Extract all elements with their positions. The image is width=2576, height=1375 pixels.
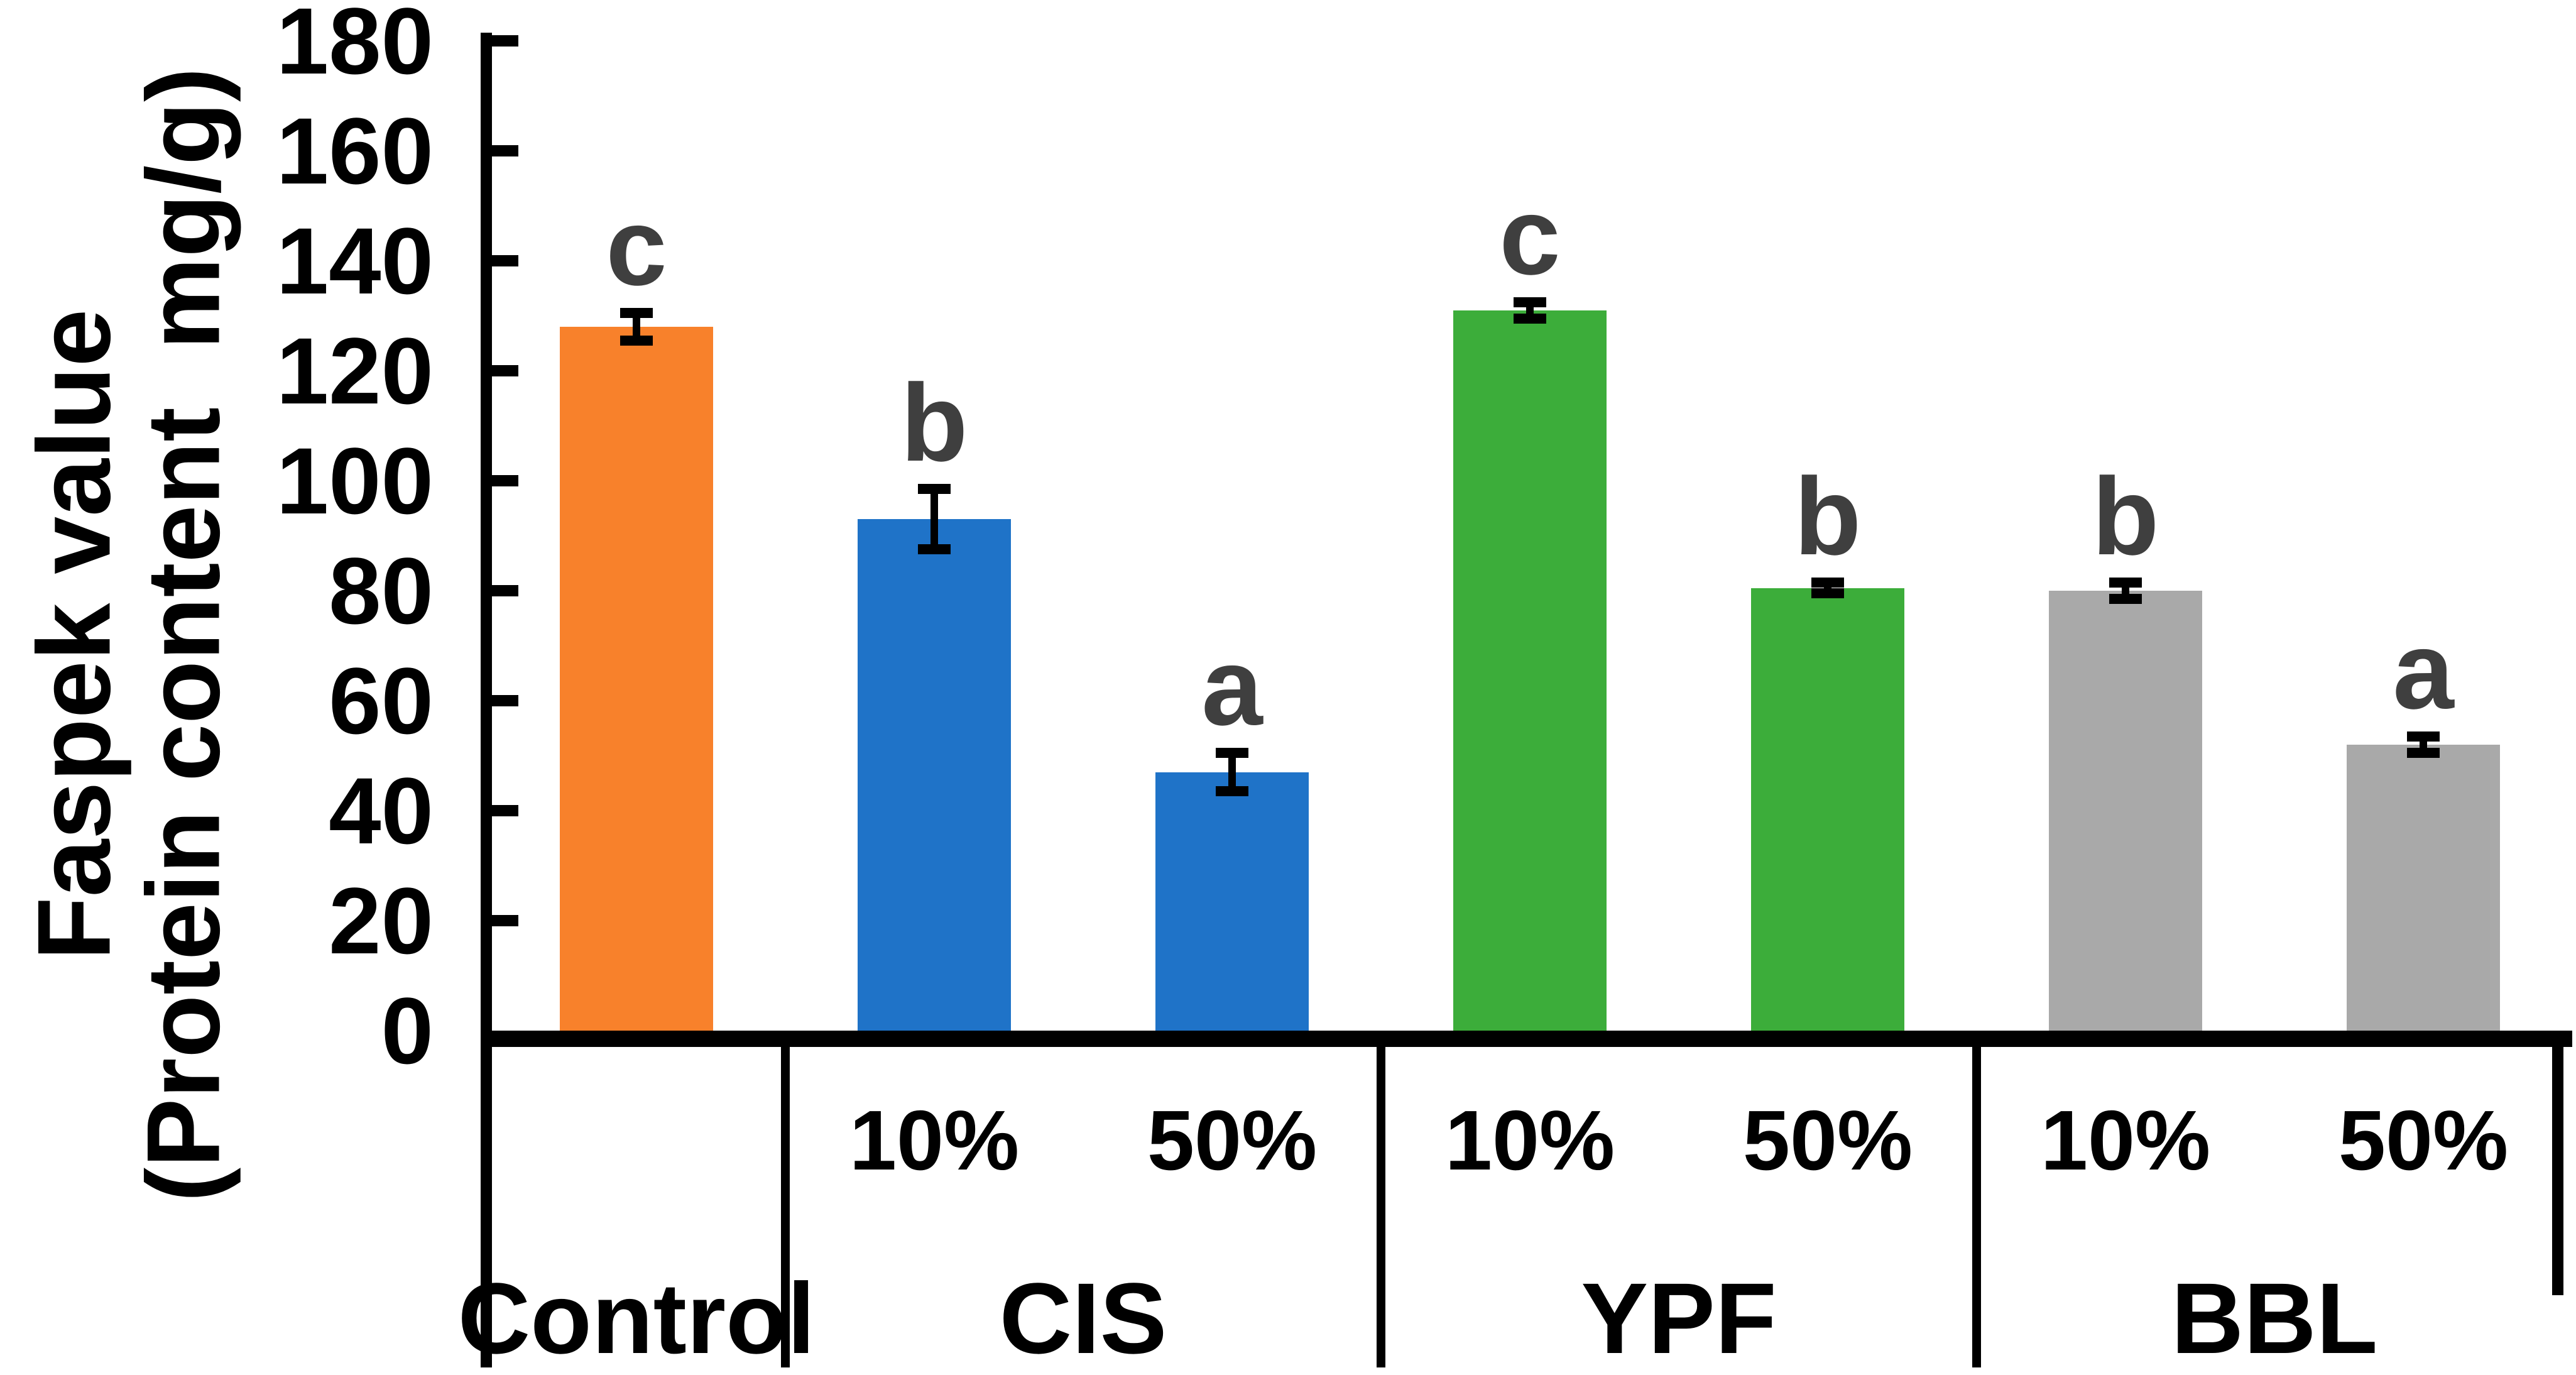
- significance-letter: c: [606, 186, 667, 309]
- y-axis-tick: [492, 145, 518, 156]
- group-label: YPF: [1581, 1262, 1777, 1374]
- y-axis-title-line1: Faspek value: [16, 309, 132, 961]
- y-tick-label: 100: [276, 428, 434, 534]
- y-tick-label: 120: [276, 318, 434, 424]
- significance-letter: a: [1201, 626, 1263, 749]
- error-bar-stem: [633, 313, 640, 341]
- concentration-label: 10%: [849, 1093, 1020, 1188]
- error-bar-cap-top: [2407, 731, 2440, 742]
- y-axis-line: [481, 33, 492, 1032]
- error-bar-cap-top: [2109, 577, 2142, 588]
- error-bar-cap-top: [620, 308, 653, 319]
- bar-cis-50: [1155, 772, 1309, 1031]
- error-bar-cap-bottom: [918, 544, 951, 555]
- bar-cis-10: [858, 519, 1011, 1031]
- category-divider: [781, 1047, 790, 1367]
- significance-letter: c: [1499, 175, 1561, 298]
- concentration-label: 50%: [2338, 1093, 2509, 1188]
- y-axis-tick: [492, 585, 518, 596]
- y-tick-label: 160: [276, 98, 434, 204]
- concentration-label: 10%: [1444, 1093, 1615, 1188]
- error-bar-cap-bottom: [2109, 594, 2142, 605]
- y-axis-tick: [492, 805, 518, 816]
- bar-bbl-10: [2049, 591, 2202, 1031]
- group-label: BBL: [2171, 1262, 2378, 1374]
- y-axis-tick: [492, 365, 518, 376]
- bar-control: [560, 327, 713, 1031]
- category-table-left-border: [481, 1047, 492, 1367]
- y-axis-tick: [492, 695, 518, 706]
- error-bar-cap-top: [1514, 297, 1546, 307]
- y-axis-tick: [492, 915, 518, 926]
- concentration-label: 10%: [2040, 1093, 2211, 1188]
- error-bar-stem: [1228, 753, 1236, 792]
- y-axis-tick: [492, 255, 518, 266]
- error-bar-cap-bottom: [1811, 588, 1844, 599]
- bar-bbl-50: [2347, 745, 2500, 1031]
- y-tick-label: 180: [276, 0, 434, 94]
- y-tick-label: 60: [329, 648, 434, 753]
- significance-letter: b: [900, 362, 968, 485]
- error-bar-cap-top: [1811, 577, 1844, 588]
- bar-ypf-50: [1751, 588, 1904, 1031]
- concentration-label: 50%: [1147, 1093, 1318, 1188]
- error-bar-cap-bottom: [1514, 313, 1546, 324]
- y-axis-tick: [492, 475, 518, 486]
- y-tick-label: 140: [276, 208, 434, 314]
- category-divider: [1972, 1047, 1981, 1367]
- concentration-label: 50%: [1742, 1093, 1913, 1188]
- error-bar-cap-bottom: [2407, 748, 2440, 759]
- y-axis-tick: [492, 35, 518, 47]
- y-tick-label: 80: [329, 538, 434, 644]
- significance-letter: a: [2393, 609, 2454, 732]
- x-axis-line: [481, 1031, 2572, 1047]
- error-bar-cap-bottom: [620, 335, 653, 346]
- error-bar-stem: [931, 489, 938, 550]
- bar-ypf-10: [1453, 310, 1607, 1031]
- group-label: Control: [457, 1262, 816, 1374]
- significance-letter: b: [1794, 455, 1862, 578]
- group-label: CIS: [999, 1262, 1167, 1374]
- error-bar-cap-bottom: [1216, 786, 1248, 797]
- error-bar-cap-top: [918, 484, 951, 495]
- y-tick-label: 40: [329, 758, 434, 863]
- category-divider: [1377, 1047, 1385, 1367]
- significance-letter: b: [2092, 455, 2159, 578]
- y-tick-label: 0: [381, 978, 434, 1083]
- category-table-right-border: [2552, 1047, 2563, 1295]
- y-tick-label: 20: [329, 868, 434, 973]
- error-bar-cap-top: [1216, 748, 1248, 759]
